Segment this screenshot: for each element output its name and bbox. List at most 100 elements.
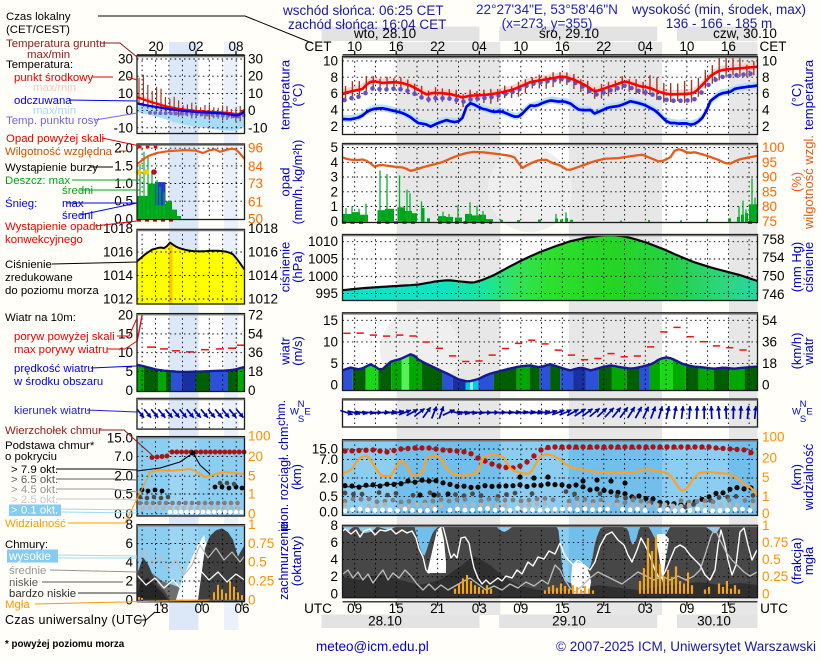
- svg-text:8: 8: [762, 70, 770, 85]
- svg-text:72: 72: [248, 308, 263, 323]
- svg-text:5: 5: [248, 469, 256, 484]
- svg-text:0: 0: [330, 586, 338, 601]
- svg-text:2.0: 2.0: [114, 469, 133, 484]
- svg-text:Wystąpienie opadu: Wystąpienie opadu: [5, 221, 102, 233]
- svg-text:kierunek wiatru: kierunek wiatru: [14, 405, 91, 417]
- svg-text:1000: 1000: [308, 269, 338, 284]
- svg-text:Czas uniwersalny (UTC): Czas uniwersalny (UTC): [5, 613, 147, 627]
- svg-text:w środku obszaru: w środku obszaru: [13, 376, 103, 388]
- svg-text:18: 18: [248, 364, 263, 379]
- svg-text:W: W: [290, 407, 299, 418]
- svg-text:1: 1: [330, 199, 338, 214]
- svg-text:chm.: chm.: [274, 400, 288, 426]
- svg-text:22°27'34"E, 53°58'46"N: 22°27'34"E, 53°58'46"N: [476, 2, 618, 17]
- svg-text:> 0.1 okt.: > 0.1 okt.: [11, 505, 58, 517]
- svg-text:20: 20: [118, 308, 133, 323]
- svg-text:1014: 1014: [248, 268, 279, 283]
- svg-text:3: 3: [330, 170, 338, 185]
- svg-text:1018: 1018: [248, 221, 278, 236]
- svg-text:0.5: 0.5: [762, 552, 781, 567]
- svg-text:1012: 1012: [248, 292, 278, 307]
- svg-text:750: 750: [762, 269, 785, 284]
- svg-text:CET: CET: [760, 39, 787, 54]
- svg-text:15.0: 15.0: [107, 431, 133, 446]
- svg-text:Widzialność: Widzialność: [5, 518, 66, 530]
- svg-text:1016: 1016: [103, 245, 133, 260]
- svg-text:995: 995: [315, 286, 338, 301]
- svg-text:E: E: [304, 407, 310, 418]
- svg-text:Wiatr na 10m:: Wiatr na 10m:: [5, 312, 76, 324]
- svg-text:6: 6: [330, 86, 338, 101]
- svg-text:-10: -10: [248, 120, 268, 135]
- svg-text:10: 10: [323, 334, 338, 349]
- svg-text:0: 0: [762, 378, 770, 393]
- svg-text:© 2007-2025 ICM, Uniwersytet W: © 2007-2025 ICM, Uniwersytet Warszawski: [556, 639, 816, 654]
- svg-text:10: 10: [118, 345, 133, 360]
- svg-text:0: 0: [125, 103, 133, 118]
- svg-text:Wilgotność względna: Wilgotność względna: [5, 146, 113, 158]
- svg-text:2.0: 2.0: [319, 471, 338, 486]
- svg-text:36: 36: [762, 334, 777, 349]
- svg-text:średni: średni: [62, 185, 93, 197]
- svg-text:100: 100: [248, 429, 271, 444]
- svg-text:5: 5: [330, 140, 338, 155]
- svg-text:Deszcz: max: Deszcz: max: [5, 175, 70, 187]
- svg-text:widzialność: widzialność: [801, 443, 816, 511]
- svg-text:0: 0: [125, 383, 133, 398]
- svg-text:30: 30: [118, 52, 133, 67]
- svg-text:0: 0: [330, 214, 338, 229]
- svg-text:18: 18: [762, 356, 777, 371]
- svg-text:100: 100: [762, 140, 785, 155]
- svg-text:(km): (km): [289, 464, 304, 490]
- svg-text:1012: 1012: [103, 292, 133, 307]
- svg-text:wysokość (min, środek, max): wysokość (min, środek, max): [631, 2, 806, 17]
- svg-text:0: 0: [762, 586, 770, 601]
- svg-text:(m/s): (m/s): [290, 336, 305, 366]
- svg-text:10: 10: [323, 53, 338, 68]
- svg-text:8: 8: [330, 70, 338, 85]
- svg-text:4: 4: [762, 103, 770, 118]
- svg-text:wysokie: wysokie: [8, 549, 51, 563]
- svg-text:84: 84: [248, 159, 264, 174]
- svg-text:4: 4: [330, 552, 338, 567]
- svg-text:poryw powyżej skali: poryw powyżej skali: [14, 331, 115, 343]
- svg-text:5: 5: [330, 356, 338, 371]
- svg-text:4: 4: [330, 103, 338, 118]
- svg-text:Wystąpienie burzy: Wystąpienie burzy: [5, 162, 98, 174]
- svg-text:1.5: 1.5: [114, 158, 133, 173]
- svg-text:73: 73: [248, 176, 263, 191]
- svg-text:1005: 1005: [308, 252, 338, 267]
- svg-text:o pokryciu: o pokryciu: [5, 451, 57, 463]
- svg-text:1016: 1016: [248, 245, 278, 260]
- svg-text:754: 754: [762, 250, 785, 265]
- svg-text:wschód słońca: 06:25 CET: wschód słońca: 06:25 CET: [282, 3, 444, 18]
- svg-text:54: 54: [248, 326, 264, 341]
- svg-text:96: 96: [248, 141, 263, 156]
- svg-text:7.0: 7.0: [114, 449, 133, 464]
- svg-text:Czas lokalny: Czas lokalny: [6, 11, 71, 23]
- svg-text:746: 746: [762, 287, 785, 302]
- svg-text:(hPa): (hPa): [290, 251, 305, 283]
- svg-text:2: 2: [762, 119, 770, 134]
- svg-text:1.0: 1.0: [114, 176, 133, 191]
- svg-text:36: 36: [248, 345, 263, 360]
- svg-text:20: 20: [762, 451, 777, 466]
- svg-text:zredukowane: zredukowane: [5, 272, 73, 284]
- svg-text:0.5: 0.5: [248, 555, 267, 570]
- svg-text:20: 20: [118, 69, 133, 84]
- svg-text:2: 2: [125, 574, 133, 589]
- svg-text:Opad powyżej skali: Opad powyżej skali: [6, 133, 104, 145]
- svg-text:-10: -10: [113, 120, 133, 135]
- svg-text:1: 1: [762, 489, 770, 504]
- svg-text:Ciśnienie: Ciśnienie: [5, 259, 52, 271]
- svg-text:20: 20: [248, 449, 263, 464]
- svg-text:30: 30: [248, 52, 263, 67]
- svg-text:61: 61: [248, 194, 263, 209]
- svg-text:2: 2: [330, 184, 338, 199]
- svg-text:95: 95: [762, 155, 777, 170]
- svg-text:6: 6: [762, 86, 770, 101]
- svg-text:(°C): (°C): [290, 83, 305, 106]
- svg-text:max/min: max/min: [33, 82, 76, 94]
- svg-text:Mgła: Mgła: [5, 599, 30, 611]
- svg-text:100: 100: [762, 430, 785, 445]
